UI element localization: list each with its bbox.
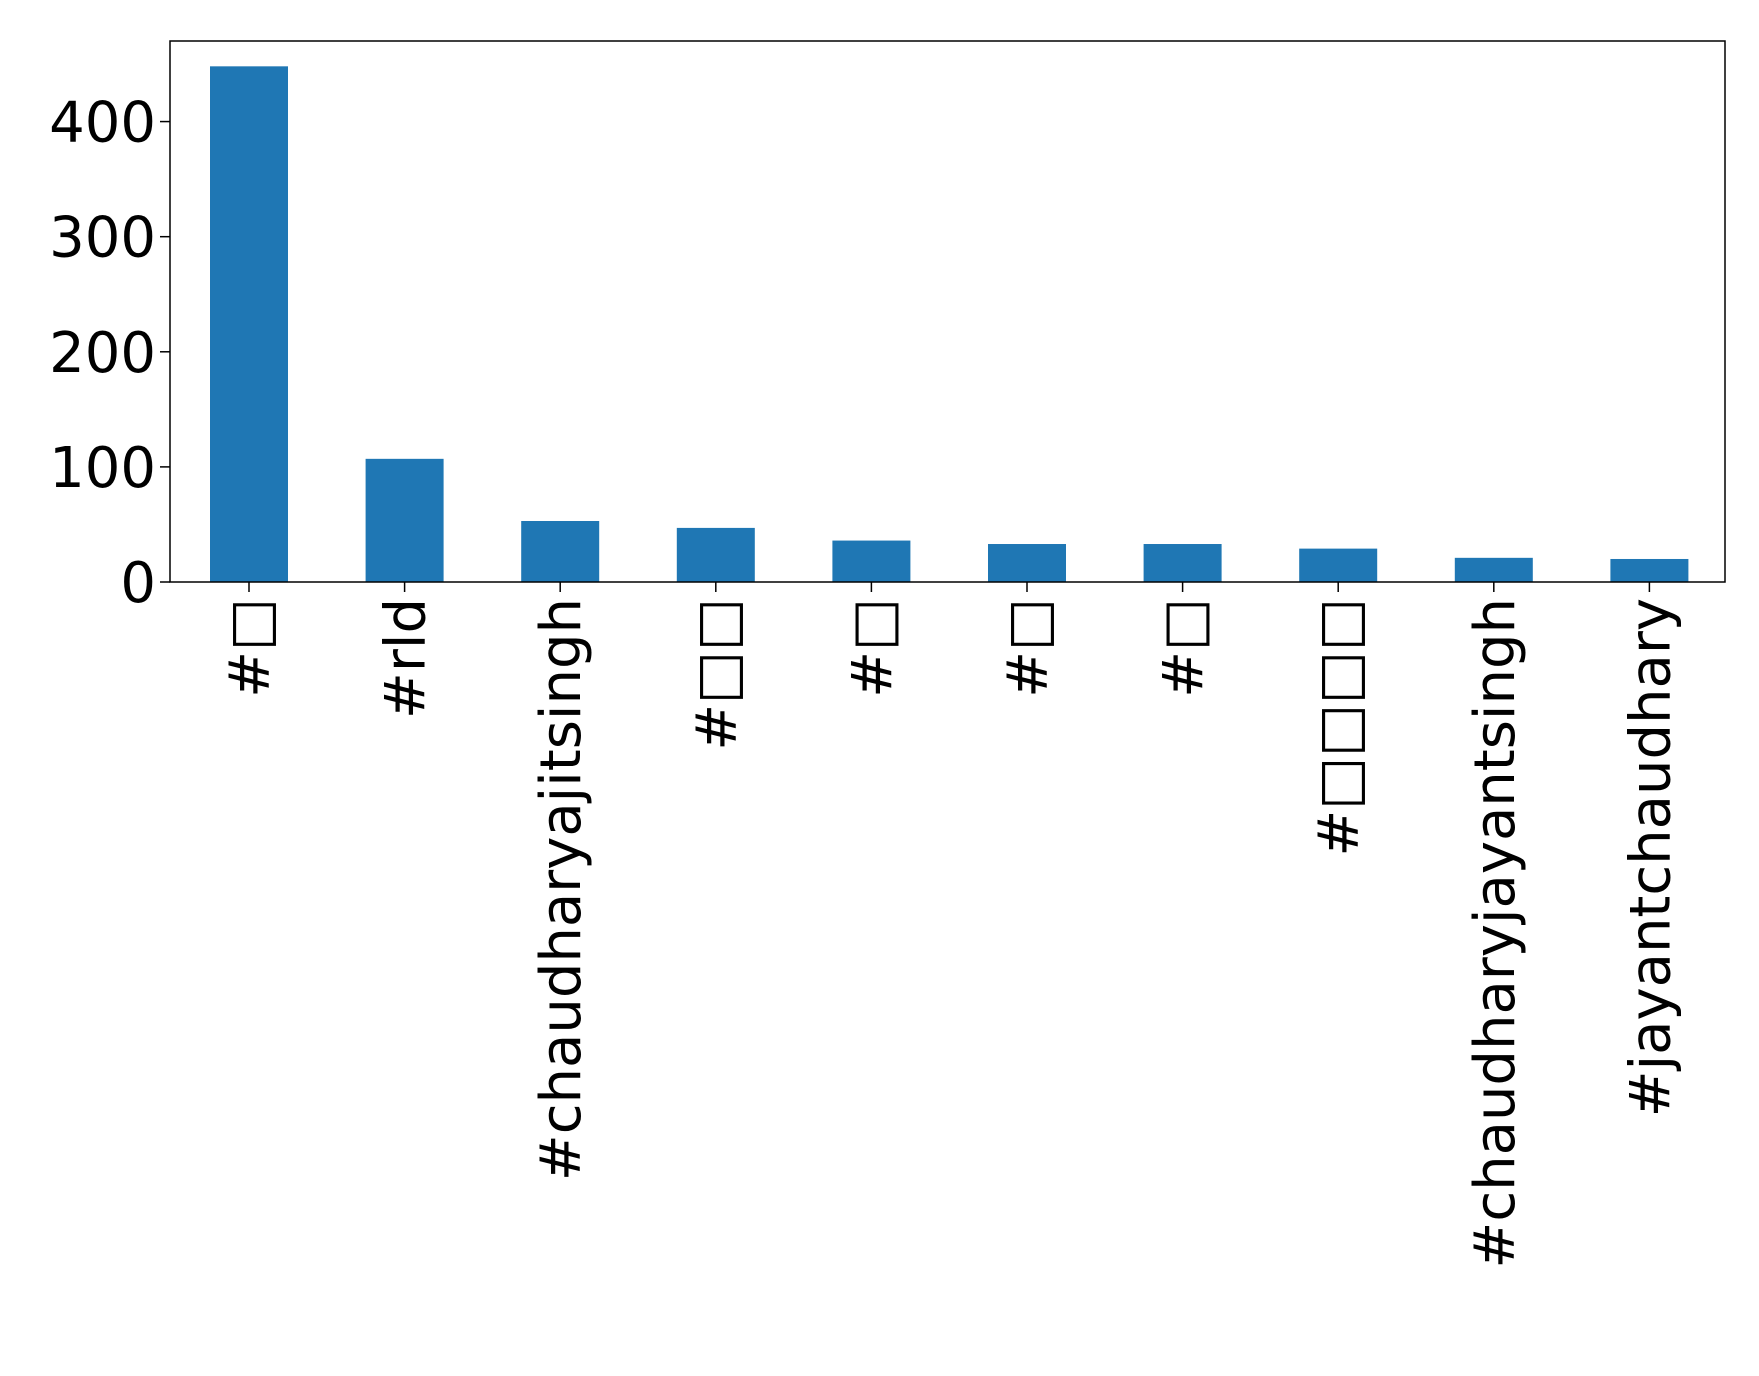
x-tick-label: #□ [840, 598, 905, 698]
bar [988, 544, 1066, 582]
y-tick-label: 300 [49, 206, 156, 271]
x-tick-label: #chaudharyajitsingh [529, 598, 594, 1181]
x-axis: #□ #rld #chaudharyajitsingh #□□ #□ #□ #□ #□□□□ #… [218, 582, 1683, 1269]
y-tick-label: 0 [120, 551, 156, 616]
y-tick-label: 200 [49, 321, 156, 386]
bar [1143, 544, 1222, 582]
y-tick-label: 400 [49, 91, 156, 156]
bar [1454, 557, 1533, 582]
bar [521, 520, 600, 582]
bar [1299, 548, 1378, 582]
x-tick-label: #□ [1152, 598, 1217, 698]
bars-layer [210, 66, 1689, 582]
bar [676, 527, 755, 582]
x-tick-label: #□ [996, 598, 1061, 698]
bar [365, 458, 444, 582]
x-tick-label: #rld [374, 598, 439, 719]
x-tick-label: #jayantchaudhary [1618, 598, 1683, 1117]
x-tick-label: #□□□□ [1307, 598, 1372, 857]
x-tick-label: #□ [218, 598, 283, 698]
bar [1610, 558, 1689, 582]
y-tick-label: 100 [49, 436, 156, 501]
x-tick-label: #chaudharyjayantsingh [1463, 598, 1528, 1269]
bar [832, 540, 911, 582]
plot-frame [169, 40, 1726, 583]
x-tick-label: #□□ [685, 598, 750, 751]
y-axis: 0 100 200 300 400 [49, 91, 170, 616]
bar [210, 66, 288, 582]
